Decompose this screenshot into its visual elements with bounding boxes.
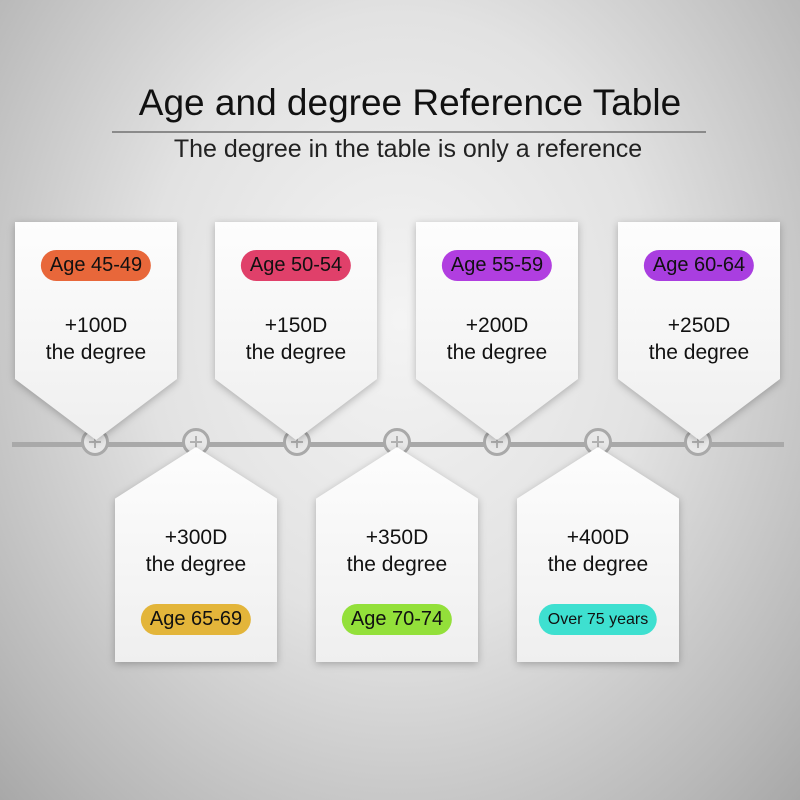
degree-label: the degree [547, 553, 649, 576]
age-badge: Age 50-54 [240, 250, 352, 281]
degree-value: +350D [365, 526, 429, 549]
degree-value: +150D [264, 314, 328, 337]
degree-label: the degree [145, 553, 247, 576]
page-title: Age and degree Reference Table [138, 82, 682, 123]
title-divider [112, 131, 706, 133]
age-badge: Age 55-59 [441, 250, 553, 281]
degree-value: +250D [667, 314, 731, 337]
age-badge: Age 65-69 [140, 604, 252, 635]
age-card: Age 55-59 +200D the degree [416, 222, 578, 440]
age-card: +350D the degree Age 70-74 [316, 447, 478, 662]
age-card: Age 60-64 +250D the degree [618, 222, 780, 440]
age-card: Age 50-54 +150D the degree [215, 222, 377, 440]
age-card: +300D the degree Age 65-69 [115, 447, 277, 662]
degree-label: the degree [45, 341, 147, 364]
age-badge: Age 70-74 [341, 604, 453, 635]
age-card: +400D the degree Over 75 years [517, 447, 679, 662]
degree-value: +400D [566, 526, 630, 549]
degree-value: +100D [64, 314, 128, 337]
timeline-node-icon [383, 428, 411, 456]
degree-label: the degree [346, 553, 448, 576]
degree-label: the degree [648, 341, 750, 364]
age-card: Age 45-49 +100D the degree [15, 222, 177, 440]
degree-value: +300D [164, 526, 228, 549]
degree-value: +200D [465, 314, 529, 337]
degree-label: the degree [245, 341, 347, 364]
age-badge: Age 60-64 [643, 250, 755, 281]
page-subtitle: The degree in the table is only a refere… [173, 135, 643, 163]
degree-label: the degree [446, 341, 548, 364]
age-badge: Over 75 years [538, 604, 658, 635]
age-badge: Age 45-49 [40, 250, 152, 281]
